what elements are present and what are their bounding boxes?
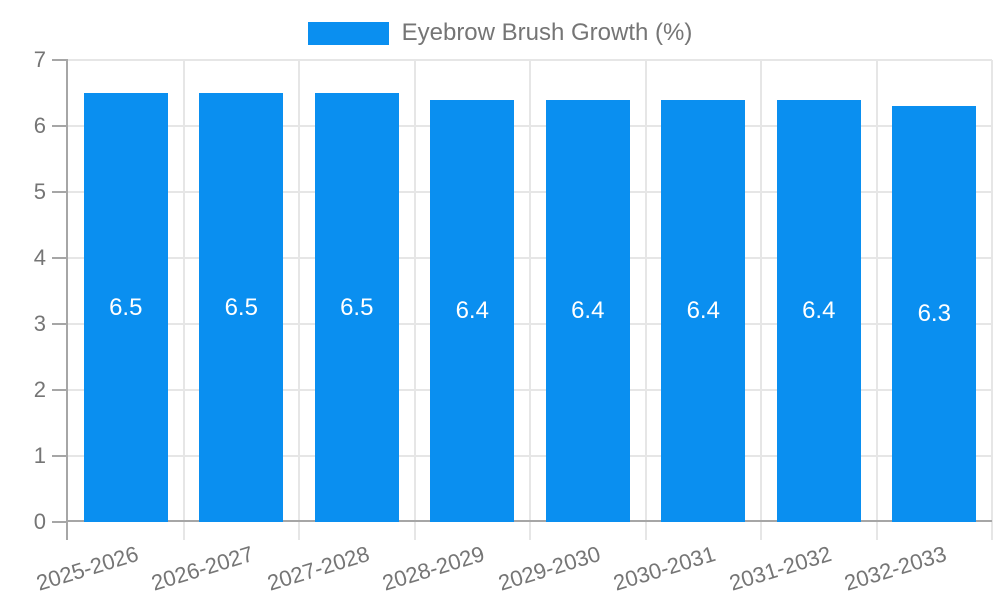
gridline-vertical xyxy=(298,60,300,540)
y-axis-label: 3 xyxy=(33,311,46,336)
chart-legend: Eyebrow Brush Growth (%) xyxy=(0,19,1000,47)
legend-label: Eyebrow Brush Growth (%) xyxy=(401,19,693,46)
gridline-vertical xyxy=(529,60,531,540)
bar[interactable]: 6.4 xyxy=(776,99,861,522)
gridline-vertical xyxy=(413,60,416,540)
y-axis-tick xyxy=(52,59,68,61)
y-axis-label: 4 xyxy=(33,245,46,270)
y-axis-tick xyxy=(52,323,68,325)
plot-area: 0 1 2 3 4 5 6 7 6.5 2025-2026 6.5 2026-2027 6.5 2027-… xyxy=(33,48,993,596)
gridline-vertical xyxy=(760,60,762,540)
bar-value-label: 6.4 xyxy=(455,296,489,324)
y-axis-tick xyxy=(52,521,68,523)
x-axis-line xyxy=(68,520,992,522)
bar-value-label: 6.5 xyxy=(109,293,143,321)
y-axis-tick xyxy=(52,125,68,127)
y-axis-label: 6 xyxy=(33,113,46,138)
y-axis-label: 5 xyxy=(33,179,46,204)
y-axis-tick xyxy=(52,455,68,457)
bar-value-label: 6.4 xyxy=(571,296,605,324)
y-axis-line xyxy=(66,60,68,540)
legend-swatch xyxy=(307,21,389,45)
gridline-vertical xyxy=(644,60,647,540)
bar[interactable]: 6.4 xyxy=(661,99,746,522)
bar[interactable]: 6.4 xyxy=(545,99,630,522)
y-axis-tick xyxy=(52,389,68,391)
bar-value-label: 6.5 xyxy=(224,293,258,321)
bar-value-label: 6.4 xyxy=(802,296,836,324)
gridline-vertical xyxy=(182,60,185,540)
y-axis-label: 7 xyxy=(33,47,46,72)
bar[interactable]: 6.3 xyxy=(892,106,977,522)
gridline-vertical xyxy=(875,60,878,540)
bar-value-label: 6.4 xyxy=(686,296,720,324)
y-axis-tick xyxy=(52,191,68,193)
bar[interactable]: 6.5 xyxy=(199,93,284,522)
bar-value-label: 6.3 xyxy=(917,300,951,328)
y-axis-label: 1 xyxy=(33,443,46,468)
y-axis-tick xyxy=(52,257,68,259)
bar[interactable]: 6.4 xyxy=(430,99,515,522)
bar-value-label: 6.5 xyxy=(340,293,374,321)
gridline-vertical xyxy=(991,60,993,540)
bar[interactable]: 6.5 xyxy=(83,93,168,522)
y-axis-label: 2 xyxy=(33,377,46,402)
bar[interactable]: 6.5 xyxy=(314,93,399,522)
y-axis-label: 0 xyxy=(33,509,46,534)
